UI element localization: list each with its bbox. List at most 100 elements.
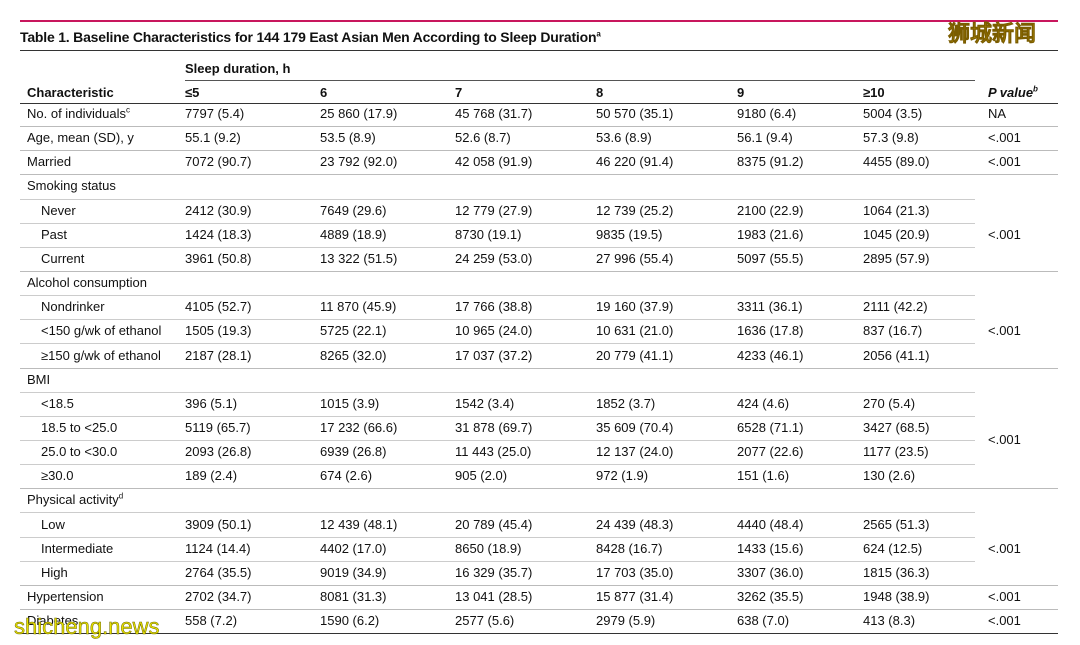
- cell: 6528 (71.1): [737, 419, 804, 435]
- subrow-label: 18.5 to <25.0: [41, 419, 118, 435]
- row-label-text: BMI: [27, 371, 51, 387]
- cell: 8730 (19.1): [455, 226, 522, 242]
- cell: 2056 (41.1): [863, 347, 930, 363]
- cell: 12 439 (48.1): [320, 516, 398, 532]
- cell: 4233 (46.1): [737, 347, 804, 363]
- cell: 8081 (31.3): [320, 589, 387, 604]
- cell: 13 041 (28.5): [455, 589, 533, 604]
- cell: 9835 (19.5): [596, 226, 663, 242]
- p-value: <.001: [988, 323, 1021, 339]
- table-title: Table 1. Baseline Characteristics for 14…: [20, 29, 601, 45]
- cell: 396 (5.1): [185, 395, 238, 411]
- title-text: Table 1. Baseline Characteristics for 14…: [20, 29, 597, 45]
- cell: 4889 (18.9): [320, 226, 387, 242]
- cell: 17 703 (35.0): [596, 564, 674, 580]
- row-divider: [20, 126, 1058, 128]
- cell: 23 792 (92.0): [320, 154, 398, 170]
- cell: 2702 (34.7): [185, 589, 252, 604]
- cell: 50 570 (35.1): [596, 106, 674, 121]
- cell: 17 232 (66.6): [320, 419, 398, 435]
- cell: 9180 (6.4): [737, 106, 797, 121]
- row-label: Alcohol consumption: [27, 275, 147, 291]
- row-divider: [20, 512, 975, 514]
- cell: 19 160 (37.9): [596, 299, 674, 315]
- row-divider: [20, 488, 1058, 490]
- cell: 46 220 (91.4): [596, 154, 674, 170]
- cell: 5097 (55.5): [737, 250, 804, 266]
- cell: 624 (12.5): [863, 540, 923, 556]
- cell: 1015 (3.9): [320, 395, 380, 411]
- cell: 1542 (3.4): [455, 395, 515, 411]
- row-label: BMI: [27, 372, 50, 388]
- cell: 52.6 (8.7): [455, 130, 511, 146]
- cell: 27 996 (55.4): [596, 250, 674, 266]
- row-divider: [20, 198, 975, 200]
- cell: 2093 (26.8): [185, 444, 252, 460]
- row-label-text: Alcohol consumption: [27, 275, 147, 291]
- column-header: 7: [455, 85, 463, 100]
- cell: 1433 (15.6): [737, 540, 804, 556]
- column-header: 8: [596, 85, 604, 100]
- cell: 5119 (65.7): [185, 419, 251, 435]
- row-divider: [20, 415, 975, 417]
- cell: 31 878 (69.7): [455, 419, 533, 435]
- p-value-header: P valueb: [988, 85, 1038, 101]
- subrow-label: Never: [41, 202, 76, 218]
- cell: 1852 (3.7): [596, 395, 656, 411]
- cell: 4440 (48.4): [737, 516, 804, 532]
- title-footnote: a: [596, 29, 601, 39]
- footnote-mark: c: [126, 105, 130, 115]
- cell: 837 (16.7): [863, 323, 923, 339]
- cell: 42 058 (91.9): [455, 154, 533, 170]
- cell: 10 965 (24.0): [455, 323, 533, 339]
- cell: 7797 (5.4): [185, 106, 245, 121]
- column-header: ≥10: [863, 85, 885, 100]
- watermark: 狮城新闻: [948, 21, 1037, 46]
- row-label: Age, mean (SD), y: [27, 130, 134, 146]
- cell: 9019 (34.9): [320, 564, 387, 580]
- cell: 2979 (5.9): [596, 613, 656, 629]
- cell: 20 779 (41.1): [596, 347, 674, 363]
- cell: 424 (4.6): [737, 395, 790, 411]
- cell: 7649 (29.6): [320, 202, 387, 218]
- cell: 2077 (22.6): [737, 444, 804, 460]
- cell: 3427 (68.5): [863, 419, 930, 435]
- cell: 151 (1.6): [737, 468, 790, 484]
- row-label-text: No. of individuals: [27, 106, 126, 121]
- row-divider: [20, 246, 975, 248]
- row-label-text: Physical activity: [27, 492, 119, 508]
- cell: 6939 (26.8): [320, 444, 387, 460]
- cell: 8650 (18.9): [455, 540, 522, 556]
- row-divider: [20, 560, 975, 562]
- bottom-rule: [20, 633, 1058, 635]
- cell: 2764 (35.5): [185, 564, 252, 580]
- row-divider: [20, 174, 1058, 176]
- cell: 3961 (50.8): [185, 250, 252, 266]
- cell: 2577 (5.6): [455, 613, 515, 629]
- cell: 11 443 (25.0): [455, 444, 532, 460]
- p-value-header-text: P value: [988, 85, 1034, 100]
- row-divider: [20, 440, 975, 442]
- cell: 638 (7.0): [737, 613, 790, 629]
- cell: 1590 (6.2): [320, 613, 380, 629]
- column-header: Characteristic: [27, 85, 114, 100]
- subrow-label: Intermediate: [41, 540, 114, 556]
- cell: 5004 (3.5): [863, 106, 923, 121]
- cell: 24 259 (53.0): [455, 250, 533, 266]
- row-label-text: Married: [27, 154, 72, 170]
- subrow-label: <18.5: [41, 395, 74, 411]
- footnote-mark: d: [118, 492, 124, 502]
- cell: 2100 (22.9): [737, 202, 804, 218]
- cell: 3262 (35.5): [737, 589, 804, 604]
- cell: 1177 (23.5): [863, 444, 929, 460]
- cell: 1064 (21.3): [863, 202, 930, 218]
- cell: 1124 (14.4): [185, 540, 251, 556]
- cell: 1424 (18.3): [185, 226, 252, 242]
- cell: 189 (2.4): [185, 468, 238, 484]
- column-header: 6: [320, 85, 328, 100]
- subrow-label: Current: [41, 250, 85, 266]
- cell: 7072 (90.7): [185, 154, 252, 170]
- p-value: <.001: [988, 589, 1021, 604]
- cell: 2412 (30.9): [185, 202, 252, 218]
- cell: 20 789 (45.4): [455, 516, 533, 532]
